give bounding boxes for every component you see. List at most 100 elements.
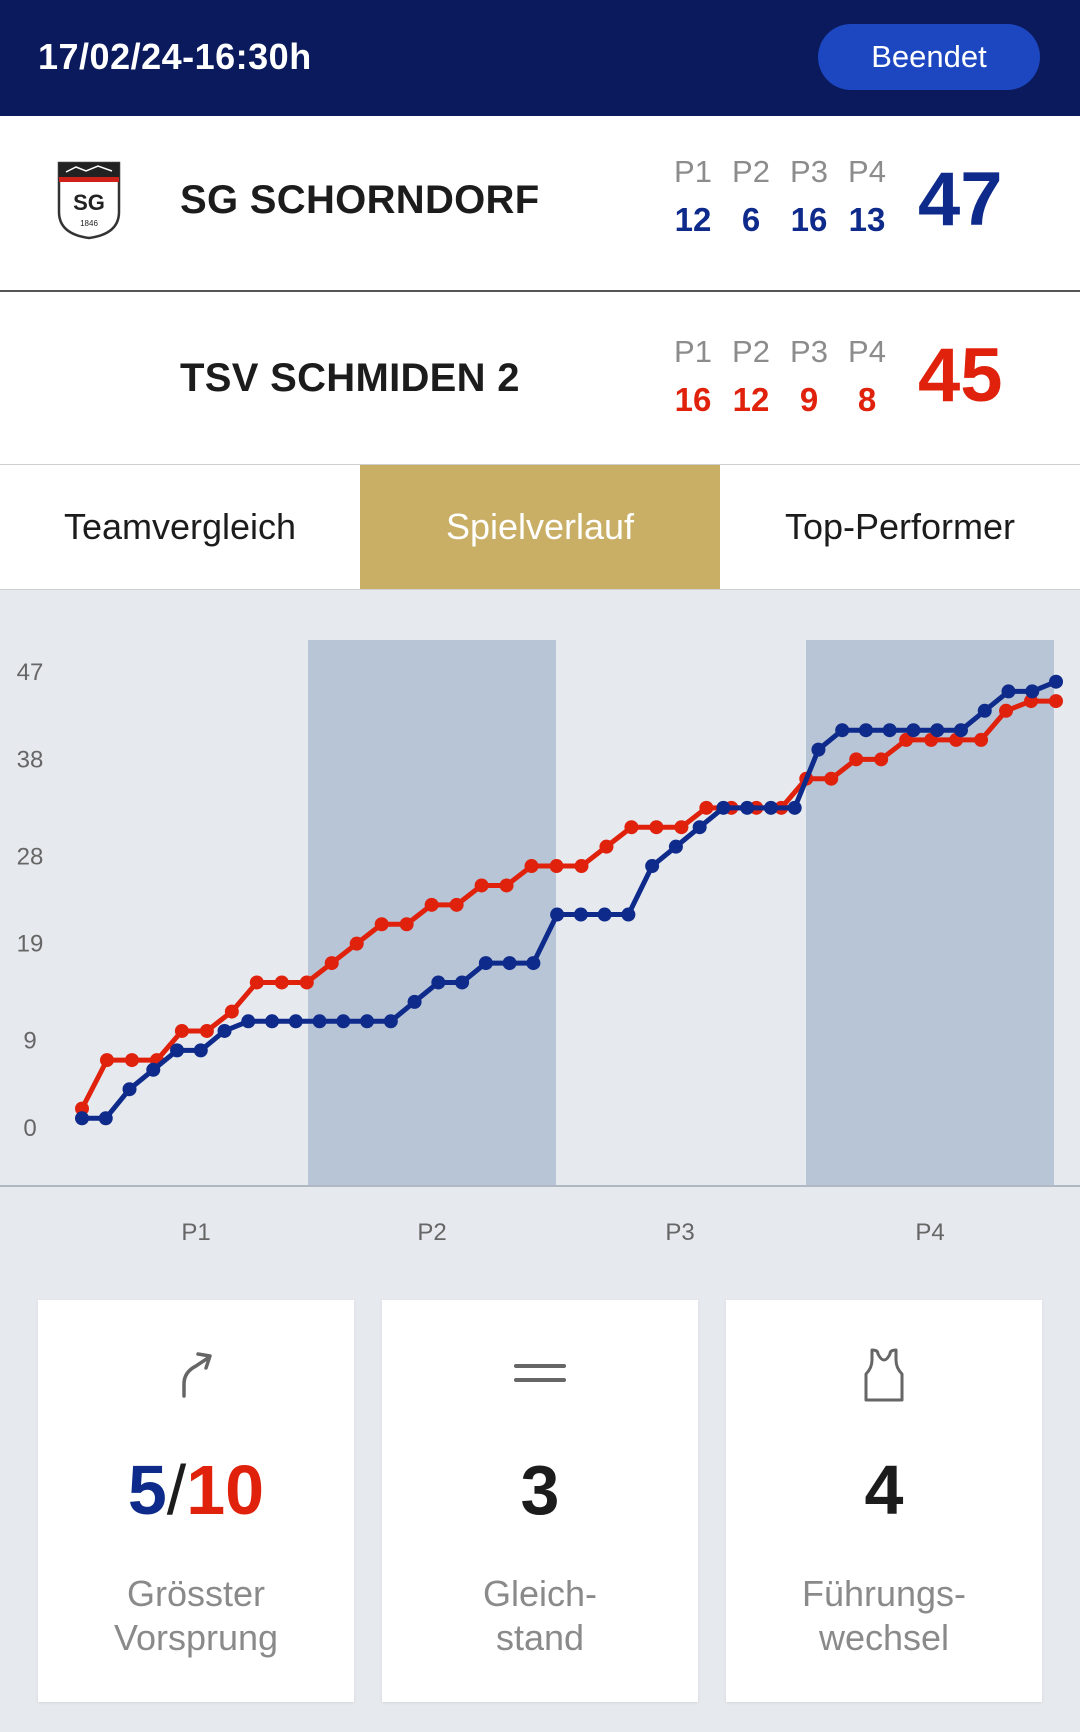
home-score-point xyxy=(1001,684,1016,699)
tab-bar: Teamvergleich Spielverlauf Top-Performer xyxy=(0,464,1080,590)
label-line: Grösster xyxy=(126,1573,266,1614)
home-score-point xyxy=(740,800,755,815)
home-score-point xyxy=(502,956,517,971)
home-score-point xyxy=(312,1014,327,1029)
away-team-row[interactable]: TSV SCHMIDEN 2 P1 16 P2 12 P3 9 P4 8 45 xyxy=(0,292,1080,464)
game-datetime: 17/02/24-16:30h xyxy=(38,36,312,77)
away-score-point xyxy=(224,1004,239,1019)
largest-lead-home: 5 xyxy=(127,1451,167,1529)
home-score-point xyxy=(953,723,968,738)
largest-lead-label: Grösster Vorsprung xyxy=(58,1572,334,1660)
tab-top-performer[interactable]: Top-Performer xyxy=(784,506,1016,547)
home-score-point xyxy=(455,975,470,990)
x-tick-label: P4 xyxy=(915,1219,944,1246)
home-score-point xyxy=(383,1014,398,1029)
largest-lead-value: 5/10 xyxy=(38,1450,354,1530)
home-score-point xyxy=(1049,674,1063,689)
home-score-point xyxy=(193,1043,208,1058)
home-score-point xyxy=(763,800,778,815)
home-score-point xyxy=(550,907,565,922)
ties-card: 3 Gleich- stand xyxy=(382,1300,698,1702)
status-button[interactable]: Beendet xyxy=(818,24,1040,90)
home-score-point xyxy=(858,723,873,738)
y-tick-label: 19 xyxy=(17,931,44,958)
lead-changes-value: 4 xyxy=(864,1451,904,1529)
period-label: P1 xyxy=(674,334,712,369)
away-score-point xyxy=(424,897,439,912)
period-label: P4 xyxy=(848,154,886,189)
tab-teamvergleich[interactable]: Teamvergleich xyxy=(63,506,297,547)
home-score-point xyxy=(573,907,588,922)
away-score-point xyxy=(274,975,289,990)
x-tick-label: P2 xyxy=(417,1219,446,1246)
away-score-point xyxy=(324,956,339,971)
home-score-point xyxy=(407,994,422,1009)
home-team-row[interactable]: SG 1846 SG SCHORNDORF P1 12 P2 6 P3 16 P… xyxy=(0,116,1080,292)
home-score-point xyxy=(360,1014,375,1029)
away-score-point xyxy=(299,975,314,990)
home-score-point xyxy=(431,975,446,990)
stats-cards: 5/10 Grösster Vorsprung 3 Gleich- stand … xyxy=(0,1300,1080,1702)
ties-value: 3 xyxy=(520,1451,560,1529)
away-score-point xyxy=(399,917,414,932)
away-score-point xyxy=(174,1023,189,1038)
away-score-point xyxy=(99,1053,114,1068)
home-period-1: P1 12 xyxy=(664,152,722,240)
away-score-point xyxy=(199,1023,214,1038)
label-line: Führungs- xyxy=(801,1573,967,1614)
period-score: 12 xyxy=(674,201,712,238)
home-score-point xyxy=(336,1014,351,1029)
home-score-point xyxy=(98,1111,113,1126)
away-period-1: P1 16 xyxy=(664,332,722,420)
y-tick-label: 47 xyxy=(17,659,44,686)
label-line: Gleich- xyxy=(482,1573,598,1614)
lead-changes-card: 4 Führungs- wechsel xyxy=(726,1300,1042,1702)
top-bar: 17/02/24-16:30h Beendet xyxy=(0,0,1080,116)
home-score-point xyxy=(146,1062,161,1077)
label-line: Vorsprung xyxy=(113,1617,279,1658)
svg-text:1846: 1846 xyxy=(80,219,98,228)
home-score-point xyxy=(122,1082,137,1097)
away-score-point xyxy=(374,917,389,932)
home-score-point xyxy=(716,800,731,815)
period-label: P4 xyxy=(848,334,886,369)
away-score-point xyxy=(474,878,489,893)
away-score-point xyxy=(999,703,1014,718)
home-score-point xyxy=(75,1111,89,1126)
jersey-icon xyxy=(864,1348,904,1402)
x-tick-label: P1 xyxy=(181,1219,210,1246)
away-score-point xyxy=(124,1053,139,1068)
y-tick-label: 0 xyxy=(23,1115,36,1142)
away-team-name: TSV SCHMIDEN 2 xyxy=(180,356,520,400)
period-score: 13 xyxy=(848,201,886,238)
home-period-4: P4 13 xyxy=(838,152,896,240)
tab-spielverlauf[interactable]: Spielverlauf xyxy=(360,465,720,589)
away-score-point xyxy=(524,859,539,874)
away-score-point xyxy=(674,820,689,835)
ties-label: Gleich- stand xyxy=(402,1572,678,1660)
away-score-point xyxy=(874,752,889,767)
period-score: 16 xyxy=(790,201,828,238)
chart-svg: 47 38 28 19 9 0 P1 P2 P3 P4 xyxy=(0,640,1080,1246)
away-period-2: P2 12 xyxy=(722,332,780,420)
period-band-p2 xyxy=(308,640,556,1185)
home-period-2: P2 6 xyxy=(722,152,780,240)
away-score-point xyxy=(649,820,664,835)
home-score-point xyxy=(526,956,541,971)
svg-text:SG: SG xyxy=(73,190,105,215)
equals-icon xyxy=(514,1364,566,1382)
home-score-point xyxy=(217,1023,232,1038)
period-score: 16 xyxy=(674,381,712,418)
period-score: 9 xyxy=(799,381,819,418)
largest-lead-separator: / xyxy=(166,1451,187,1529)
home-score-point xyxy=(265,1014,280,1029)
home-score-point xyxy=(621,907,636,922)
home-score-point xyxy=(597,907,612,922)
away-score-point xyxy=(599,839,614,854)
lead-arrow-icon xyxy=(182,1352,212,1398)
away-score-point xyxy=(349,936,364,951)
away-score-point xyxy=(824,771,839,786)
away-score-point xyxy=(624,820,639,835)
away-period-4: P4 8 xyxy=(838,332,896,420)
away-score-point xyxy=(699,800,714,815)
